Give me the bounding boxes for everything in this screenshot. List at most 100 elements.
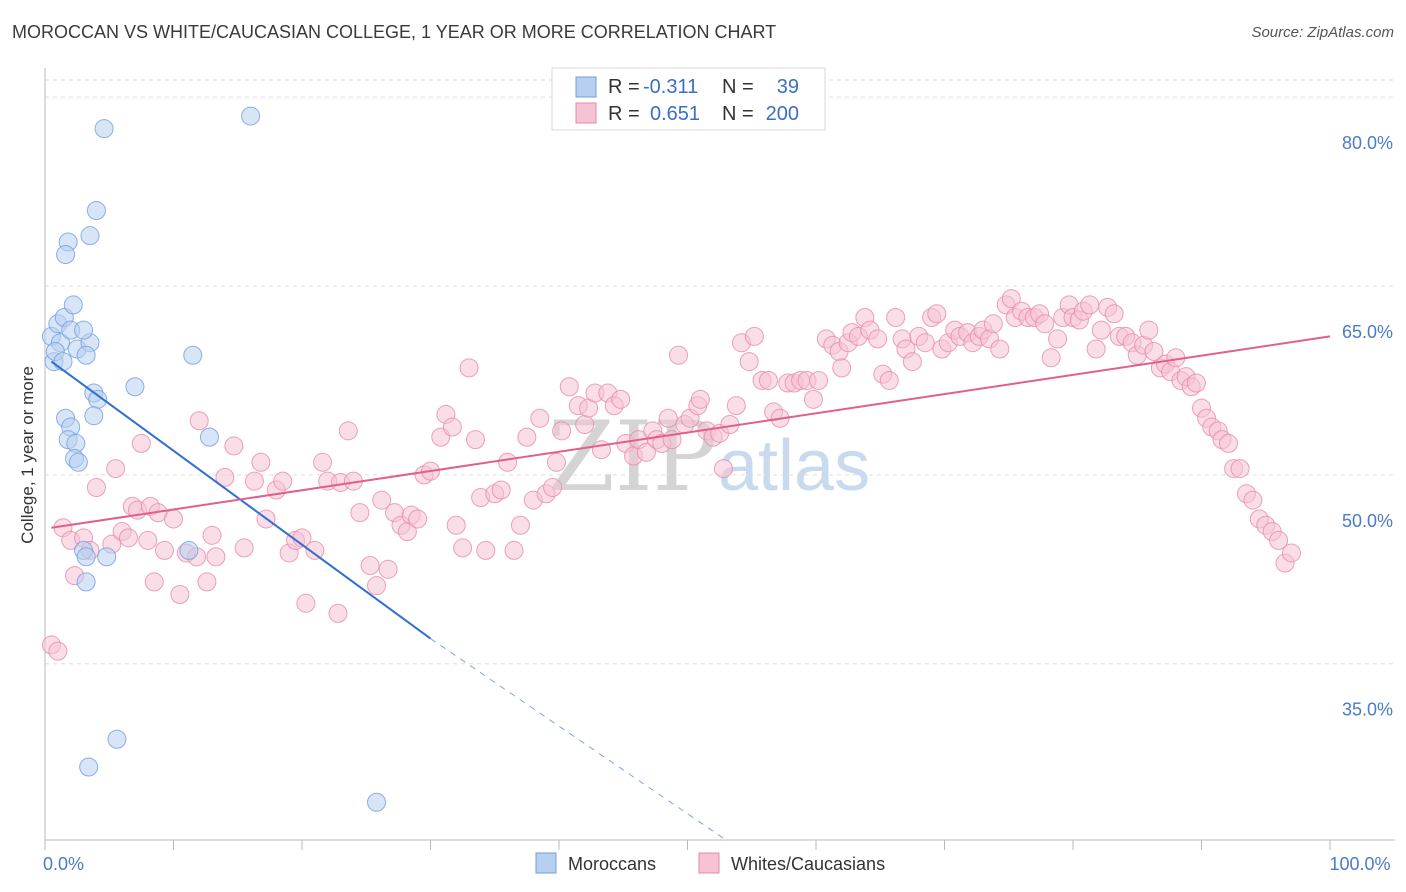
white-point: [1048, 329, 1068, 349]
white-point: [197, 572, 217, 592]
white-trend-line: [51, 335, 1331, 529]
white-point: [372, 490, 392, 510]
white-point: [915, 333, 935, 353]
white-point: [1243, 490, 1263, 510]
white-point: [902, 352, 922, 372]
bottom-legend-label-moroccans: Moroccans: [568, 854, 656, 874]
white-point: [350, 503, 370, 523]
trend-lines: [50, 335, 1331, 841]
white-point: [517, 427, 537, 447]
white-point: [726, 396, 746, 416]
white-point: [591, 440, 611, 460]
white-point: [559, 377, 579, 397]
white-point: [328, 603, 348, 623]
white-point: [155, 540, 175, 560]
white-point: [1041, 348, 1061, 368]
white-point: [886, 308, 906, 328]
white-point: [530, 408, 550, 428]
white-point: [879, 370, 899, 390]
white-point: [476, 540, 496, 560]
white-point: [273, 471, 293, 491]
moroccan-point: [241, 106, 261, 126]
white-point: [106, 459, 126, 479]
white-point: [338, 421, 358, 441]
moroccan-point: [80, 226, 100, 246]
white-point: [442, 417, 462, 437]
legend-swatch-whites: [575, 102, 597, 124]
white-point: [86, 477, 106, 497]
series-legend: Moroccans Whites/Caucasians: [535, 852, 885, 874]
moroccan-point: [86, 200, 106, 220]
white-point: [378, 559, 398, 579]
white-point: [144, 572, 164, 592]
white-point: [690, 389, 710, 409]
white-point: [809, 370, 829, 390]
chart-source: Source: ZipAtlas.com: [1251, 24, 1394, 41]
moroccan-point: [53, 352, 73, 372]
x-tick-label: 0.0%: [43, 854, 84, 874]
legend-r-label-whites: R =: [608, 103, 640, 125]
legend-n-label-whites: N =: [722, 103, 754, 125]
white-point: [832, 358, 852, 378]
legend-n-value-whites: 200: [766, 103, 799, 125]
white-point: [360, 556, 380, 576]
white-point: [636, 442, 656, 462]
white-point: [138, 530, 158, 550]
white-point: [465, 430, 485, 450]
legend-r-label-moroccans: R =: [608, 76, 640, 98]
white-point: [803, 389, 823, 409]
white-point: [713, 459, 733, 479]
white-point: [983, 314, 1003, 334]
moroccan-point: [199, 427, 219, 447]
bottom-legend-label-whites: Whites/Caucasians: [731, 854, 885, 874]
white-point: [1230, 459, 1250, 479]
white-point: [189, 411, 209, 431]
white-point: [1269, 530, 1289, 550]
white-point: [1001, 289, 1021, 309]
white-point: [1186, 373, 1206, 393]
moroccan-point: [76, 547, 96, 567]
white-point: [164, 509, 183, 529]
moroccan-trend-extension: [430, 638, 727, 841]
white-point: [1139, 320, 1159, 340]
moroccan-point: [56, 245, 76, 265]
white-point: [224, 436, 244, 456]
moroccan-point: [63, 295, 83, 315]
data-points: [41, 106, 1301, 812]
moroccan-point: [179, 540, 199, 560]
white-point: [244, 471, 264, 491]
white-point: [927, 304, 947, 324]
white-point: [202, 525, 222, 545]
white-point: [1091, 320, 1111, 340]
legend-n-value-moroccans: 39: [777, 76, 799, 98]
white-point: [546, 452, 566, 472]
legend-r-value-moroccans: -0.311: [643, 76, 698, 98]
moroccan-point: [367, 792, 387, 812]
white-point: [1086, 339, 1106, 359]
white-point: [868, 329, 888, 349]
white-point: [552, 421, 572, 441]
legend-box: [551, 67, 826, 131]
legend-swatch-moroccans: [575, 76, 597, 98]
white-point: [1218, 433, 1238, 453]
white-point: [739, 352, 759, 372]
white-point: [131, 433, 151, 453]
white-point: [510, 515, 530, 535]
moroccan-point: [76, 345, 96, 365]
white-point: [453, 538, 473, 558]
moroccan-point: [74, 320, 94, 340]
white-point: [313, 452, 333, 472]
axes: 35.0% 50.0% 65.0% 80.0% 0.0% 100.0%: [43, 68, 1395, 874]
moroccan-point: [97, 547, 117, 567]
y-tick-label: 80.0%: [1342, 133, 1393, 153]
legend-n-label-moroccans: N =: [722, 76, 754, 98]
white-point: [305, 540, 325, 560]
watermark-atlas: atlas: [718, 426, 870, 506]
white-point: [215, 467, 235, 487]
white-point: [575, 415, 595, 435]
y-axis-title: College, 1 year or more: [18, 366, 37, 544]
bottom-legend-swatch-whites: [698, 852, 720, 874]
moroccan-point: [79, 757, 99, 777]
moroccan-point: [107, 729, 127, 749]
white-point: [367, 576, 387, 596]
